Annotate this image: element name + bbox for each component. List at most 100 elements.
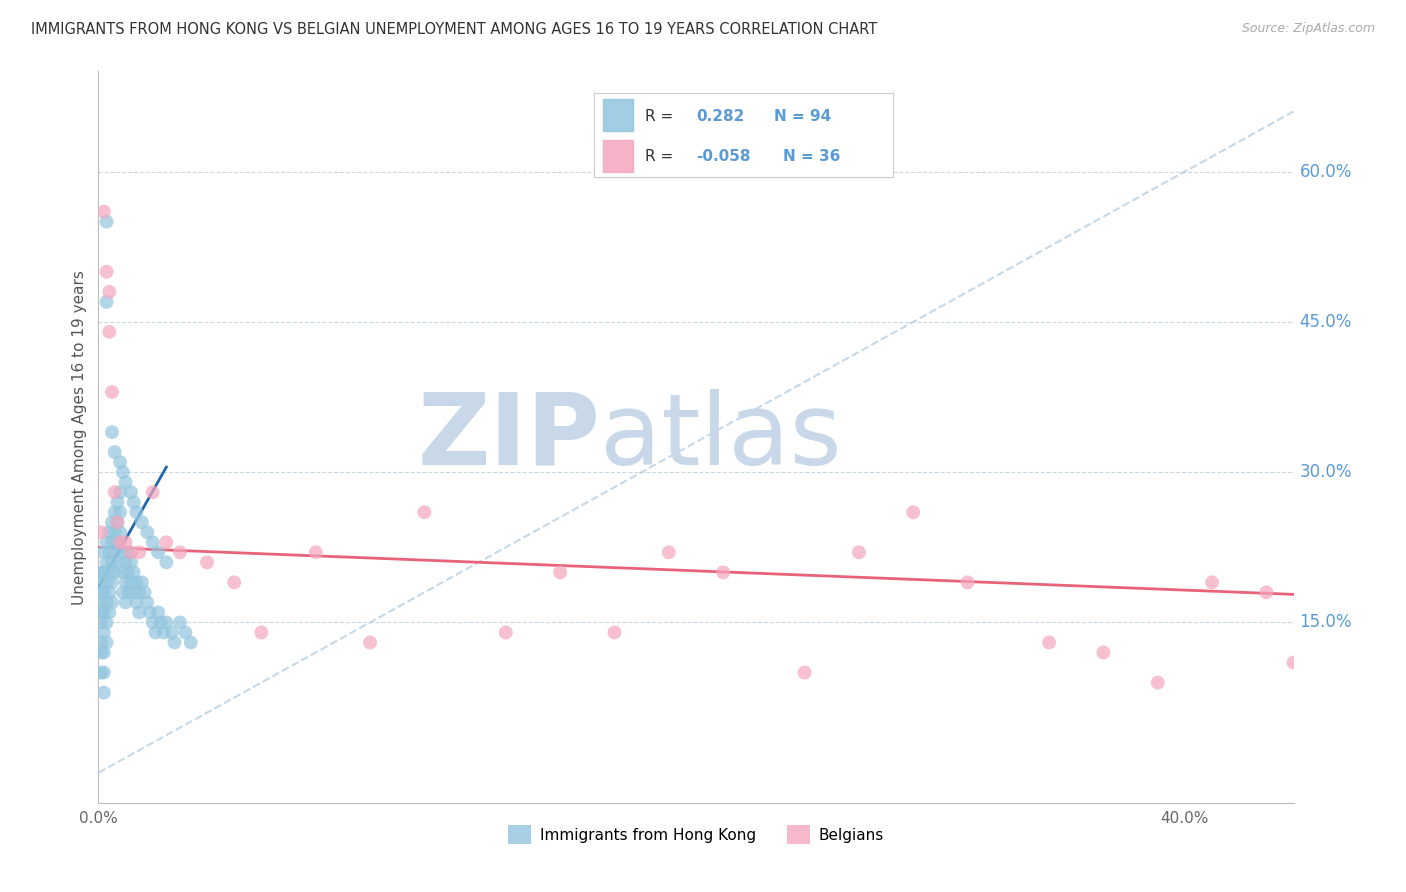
Point: [101, 595, 124, 609]
Point: [142, 535, 165, 549]
Point: [93, 545, 115, 559]
Point: [114, 475, 136, 490]
Point: [111, 465, 134, 479]
Point: [90, 635, 112, 649]
Point: [108, 525, 131, 540]
Text: IMMIGRANTS FROM HONG KONG VS BELGIAN UNEMPLOYMENT AMONG AGES 16 TO 19 YEARS CORR: IMMIGRANTS FROM HONG KONG VS BELGIAN UNE…: [31, 22, 877, 37]
Point: [125, 595, 148, 609]
Point: [250, 625, 273, 640]
Point: [122, 495, 145, 509]
Text: 60.0%: 60.0%: [1299, 162, 1353, 180]
Text: 30.0%: 30.0%: [1299, 463, 1353, 481]
Point: [711, 566, 734, 580]
Point: [117, 585, 139, 599]
Point: [155, 615, 177, 630]
Point: [93, 566, 115, 580]
Point: [98, 606, 121, 620]
Point: [155, 555, 177, 569]
Point: [93, 646, 115, 660]
Point: [793, 665, 815, 680]
Point: [120, 545, 142, 559]
Point: [148, 545, 170, 559]
Point: [96, 535, 118, 549]
Point: [1092, 646, 1115, 660]
Point: [107, 515, 129, 529]
Point: [96, 575, 118, 590]
Point: [108, 505, 131, 519]
Point: [93, 204, 115, 219]
Point: [90, 525, 112, 540]
Point: [101, 535, 124, 549]
Point: [104, 505, 127, 519]
Point: [169, 615, 191, 630]
Point: [152, 625, 174, 640]
Point: [101, 384, 124, 399]
Point: [359, 635, 381, 649]
Point: [96, 615, 118, 630]
Point: [117, 566, 139, 580]
Point: [122, 585, 145, 599]
Point: [111, 566, 134, 580]
Point: [101, 425, 124, 439]
Point: [96, 595, 118, 609]
Point: [104, 545, 127, 559]
Point: [136, 525, 159, 540]
Point: [131, 575, 153, 590]
Point: [108, 455, 131, 469]
Point: [136, 595, 159, 609]
Point: [90, 595, 112, 609]
Point: [90, 585, 112, 599]
Point: [195, 555, 218, 569]
Point: [120, 575, 142, 590]
Point: [155, 535, 177, 549]
Point: [101, 555, 124, 569]
Point: [98, 585, 121, 599]
Text: Source: ZipAtlas.com: Source: ZipAtlas.com: [1241, 22, 1375, 36]
Point: [104, 485, 127, 500]
Point: [128, 585, 150, 599]
Point: [90, 665, 112, 680]
Point: [111, 545, 134, 559]
Point: [1256, 585, 1278, 599]
Point: [90, 566, 112, 580]
Point: [180, 635, 202, 649]
Text: atlas: atlas: [600, 389, 842, 485]
Point: [108, 535, 131, 549]
Point: [149, 615, 172, 630]
Point: [160, 625, 183, 640]
Point: [125, 505, 148, 519]
Point: [495, 625, 517, 640]
Point: [96, 294, 118, 309]
Point: [122, 566, 145, 580]
Point: [125, 575, 148, 590]
Point: [98, 285, 121, 299]
Point: [1146, 675, 1168, 690]
Point: [101, 575, 124, 590]
Point: [114, 555, 136, 569]
Point: [848, 545, 870, 559]
Point: [224, 575, 246, 590]
Point: [174, 625, 197, 640]
Point: [131, 515, 153, 529]
Point: [956, 575, 979, 590]
Point: [107, 555, 129, 569]
Point: [98, 325, 121, 339]
Point: [90, 615, 112, 630]
Text: 15.0%: 15.0%: [1299, 614, 1353, 632]
Point: [548, 566, 571, 580]
Point: [413, 505, 436, 519]
Point: [169, 545, 191, 559]
Legend: Immigrants from Hong Kong, Belgians: Immigrants from Hong Kong, Belgians: [502, 819, 890, 850]
Point: [142, 615, 165, 630]
Point: [93, 585, 115, 599]
Point: [104, 525, 127, 540]
Point: [120, 485, 142, 500]
Text: ZIP: ZIP: [418, 389, 600, 485]
Point: [98, 566, 121, 580]
Point: [603, 625, 626, 640]
Point: [101, 515, 124, 529]
Point: [134, 585, 156, 599]
Point: [107, 495, 129, 509]
Point: [305, 545, 328, 559]
Point: [111, 585, 134, 599]
